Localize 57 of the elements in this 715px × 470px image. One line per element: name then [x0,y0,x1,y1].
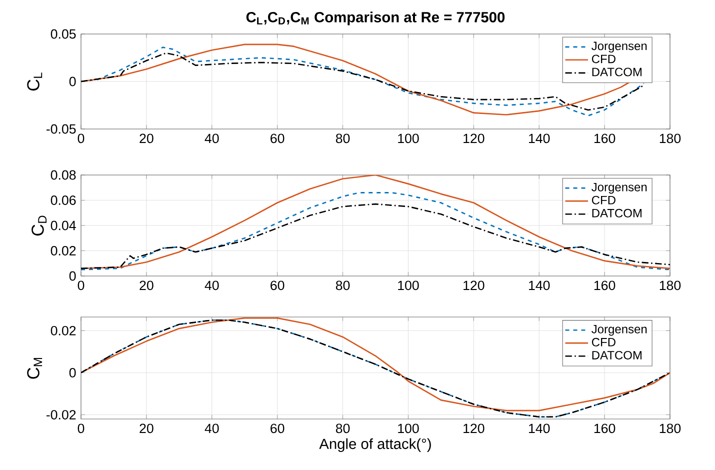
line-series [81,203,670,270]
x-tick-label: 20 [140,424,154,434]
x-tick-label: 160 [594,280,616,290]
y-tick-label: 0.02 [50,326,76,336]
x-tick-label: 0 [78,280,84,290]
x-tick-label: 80 [336,280,350,290]
y-axis-title: C$_{L}$ [27,72,42,91]
y-axis-title: C$_{D}$ [32,216,47,236]
x-tick-label: 20 [140,134,154,144]
x-tick-label: 40 [204,280,219,290]
x-tick-label: 160 [594,134,616,144]
x-tick-label: 100 [398,424,419,434]
x-tick-label: 160 [594,424,616,434]
legend-label: CFD [592,338,616,346]
x-tick-label: 20 [140,280,154,290]
y-tick-label: 0.06 [50,196,76,205]
chart-title: C$_{L}$,C$_{D}$,C$_{M}$ Comparison at Re = 777500 [246,12,505,26]
x-tick-label: 180 [660,134,681,144]
x-tick-label: 180 [660,424,681,434]
y-tick-label: 0 [69,271,76,281]
y-tick-label: -0.05 [46,124,76,134]
x-tick-label: 100 [398,280,419,290]
legend-label: Jorgensen [592,42,647,53]
x-tick-label: 0 [78,424,84,434]
x-tick-label: 140 [529,280,550,290]
x-tick-label: 60 [270,424,284,434]
x-tick-label: 40 [204,134,219,144]
y-tick-label: -0.02 [46,410,76,420]
x-tick-label: 140 [529,424,550,434]
x-tick-label: 120 [464,134,484,144]
x-axis-title: Angle of attack(°) [319,438,431,452]
legend-label: DATCOM [592,68,642,76]
legend-label: CFD [592,54,616,64]
x-tick-label: 140 [529,134,550,144]
y-tick-label: 0.08 [50,170,76,180]
x-tick-label: 60 [270,280,284,290]
legend-label: Jorgensen [592,182,647,194]
x-tick-label: 80 [336,134,350,144]
line-series [81,52,644,111]
y-tick-label: 0.02 [50,246,76,256]
y-tick-label: 0 [69,76,76,86]
legend-label: Jorgensen [592,324,647,336]
x-tick-label: 120 [464,280,484,290]
y-tick-label: 0.04 [50,220,76,230]
x-tick-label: 0 [78,134,84,144]
x-tick-label: 100 [398,134,419,144]
legend-label: CFD [592,196,616,204]
legend-label: DATCOM [592,208,642,218]
legend-label: DATCOM [592,350,642,360]
x-tick-label: 40 [204,424,219,434]
y-tick-label: 0.05 [50,29,76,39]
y-axis-title: C$_{M}$ [27,358,42,379]
x-tick-label: 80 [336,424,350,434]
x-tick-label: 180 [660,280,681,290]
x-tick-label: 120 [464,424,484,434]
x-tick-label: 60 [270,134,284,144]
y-tick-label: 0 [69,368,76,378]
